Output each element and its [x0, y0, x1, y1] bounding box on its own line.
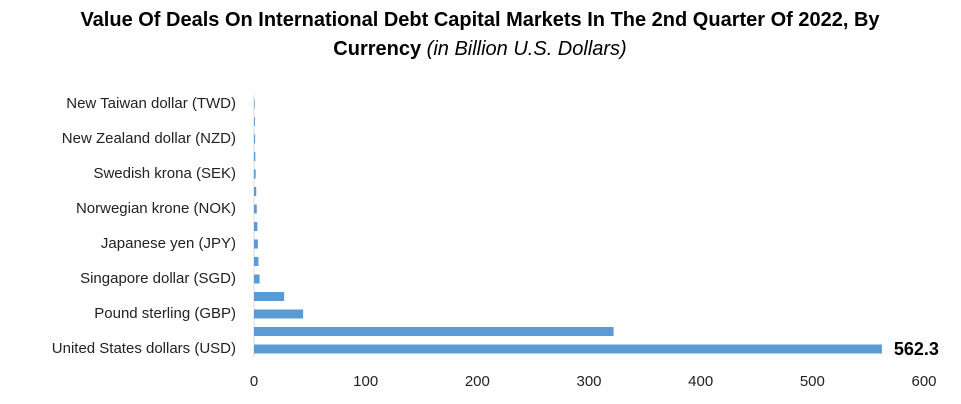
bar — [254, 117, 255, 126]
bar — [254, 152, 256, 161]
chart-subtitle: (in Billion U.S. Dollars) — [426, 38, 627, 60]
chart-header: Value Of Deals On International Debt Cap… — [80, 6, 880, 64]
y-tick-label: New Zealand dollar (NZD) — [62, 130, 236, 147]
bar — [254, 134, 256, 144]
x-tick-label: 0 — [250, 373, 258, 390]
y-tick-label: Pound sterling (GBP) — [94, 305, 236, 322]
bar — [254, 169, 256, 179]
bar — [254, 292, 285, 301]
x-tick-label: 600 — [911, 373, 936, 390]
y-tick-label: Japanese yen (JPY) — [101, 235, 236, 252]
data-label: 562.3 — [894, 339, 939, 359]
bar — [254, 274, 260, 284]
y-tick-label: United States dollars (USD) — [52, 340, 236, 357]
bar — [254, 344, 882, 354]
y-tick-label: Norwegian krone (NOK) — [76, 200, 236, 217]
x-tick-label: 200 — [465, 373, 490, 390]
y-tick-label: Singapore dollar (SGD) — [80, 270, 236, 287]
bar — [254, 239, 258, 249]
bar — [254, 222, 258, 231]
bar — [254, 204, 257, 214]
chart-title: Value Of Deals On International Debt Cap… — [80, 9, 880, 60]
bar — [254, 309, 304, 319]
bar — [254, 187, 257, 196]
bar — [254, 99, 255, 109]
x-tick-label: 400 — [688, 373, 713, 390]
bar — [254, 257, 259, 266]
bar — [254, 327, 614, 336]
x-tick-label: 100 — [353, 373, 378, 390]
x-tick-label: 300 — [576, 373, 601, 390]
x-tick-label: 500 — [800, 373, 825, 390]
y-tick-label: New Taiwan dollar (TWD) — [66, 95, 236, 112]
y-tick-label: Swedish krona (SEK) — [93, 165, 236, 182]
